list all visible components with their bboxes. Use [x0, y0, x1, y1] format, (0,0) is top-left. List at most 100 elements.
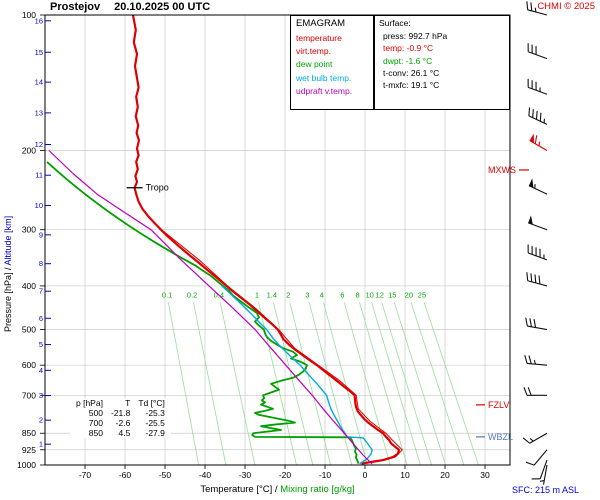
legend-item-virt-temp: virt.temp.: [296, 46, 331, 57]
copyright-label: CHMI © 2025: [537, 1, 595, 12]
wind-barb-pennant: [528, 215, 533, 225]
mixing-ratio-line: [371, 302, 421, 466]
level-temp: -2.6: [115, 418, 131, 428]
mixing-ratio-label: 20: [405, 290, 413, 299]
wind-barb-feather: [522, 437, 531, 444]
legend-box: EMAGRAM temperature virt.temp. dew point…: [290, 15, 374, 110]
table-row: 700 -2.6 -25.5: [72, 418, 169, 428]
y-axis-label-pressure: Pressure [hPa]: [3, 272, 13, 332]
levels-header-dewpoint: Td [°C]: [138, 398, 165, 408]
mixing-ratio-label: 3: [305, 290, 309, 299]
station-name: Prostejov: [50, 1, 101, 13]
mixing-ratio-line: [289, 302, 332, 466]
temperature-tick-label: -10: [319, 470, 332, 480]
temperature-tick-label: -20: [279, 470, 292, 480]
legend-item-updraft: udpraft v.temp.: [296, 85, 353, 96]
pressure-tick-label: 850: [22, 428, 36, 438]
wind-barb-half-feather: [539, 480, 545, 482]
wind-barb-feather: [535, 110, 538, 120]
mixing-ratio-label: 15: [388, 290, 396, 299]
altitude-tick-label: 10: [35, 201, 43, 210]
altitude-tick-label: 11: [35, 171, 43, 180]
wind-barb-feather: [523, 387, 528, 396]
pressure-tick-label: 700: [22, 390, 36, 400]
temperature-tick-label: 10: [400, 470, 410, 480]
wind-barb-feather: [525, 317, 528, 327]
mixing-ratio-label: 0.1: [162, 290, 172, 299]
legend-item-temperature: temperature: [296, 33, 342, 43]
mixing-ratio-label: 8: [355, 290, 359, 299]
mixing-ratio-label: 10: [365, 290, 373, 299]
pressure-tick-label: 200: [22, 145, 36, 155]
mixing-ratio-line: [410, 302, 465, 466]
sounding-datetime: 20.10.2025 00 UTC: [114, 1, 211, 13]
wind-barb-feather: [538, 275, 541, 285]
pressure-tick-label: 925: [22, 445, 36, 455]
pressure-tick-label: 1000: [17, 460, 36, 470]
mixing-ratio-line: [359, 302, 408, 466]
mixing-ratio-label: 12: [376, 290, 384, 299]
wind-barb-staff: [527, 280, 548, 287]
altitude-tick-label: 3: [39, 391, 43, 400]
mixing-ratio-line: [381, 302, 432, 466]
altitude-tick-label: 7: [39, 287, 43, 296]
wind-barb-feather: [525, 461, 535, 466]
altitude-tick-label: 8: [39, 259, 43, 268]
level-temp: 4.5: [118, 428, 131, 438]
wind-barb-feather: [526, 272, 529, 281]
surface-info-box: Surface: press: 992.7 hPa temp: -0.9 °C …: [374, 15, 510, 110]
wind-barb-staff: [528, 51, 548, 60]
pressure-tick-label: 500: [22, 325, 36, 335]
level-dewpoint: -27.9: [145, 428, 165, 438]
wind-barb-pennant: [529, 133, 535, 143]
surface-t-conv: t-conv: 26.1 °C: [383, 67, 440, 78]
max-wind-label: MXWS: [488, 165, 516, 175]
mixing-ratio-label: 1.4: [267, 290, 277, 299]
temperature-tick-label: 30: [480, 470, 490, 480]
altitude-tick-label: 15: [35, 48, 43, 57]
curve-wet-bulb: [221, 285, 373, 465]
wind-barb-feather: [528, 107, 531, 116]
mixing-ratio-line: [219, 302, 256, 466]
mixing-ratio-line: [273, 302, 314, 466]
pressure-tick-label: 300: [22, 225, 36, 235]
wind-barb-staff: [542, 464, 548, 485]
level-pressure: 700: [88, 418, 103, 428]
mixing-ratio-label: 0.2: [187, 290, 197, 299]
pressure-tick-label: 400: [22, 281, 36, 291]
altitude-tick-label: 5: [39, 340, 43, 349]
surface-title: Surface:: [379, 18, 411, 28]
wet-bulb-zero-label: WBZL: [488, 432, 513, 442]
temperature-tick-label: -30: [239, 470, 252, 480]
wind-barb-staff: [533, 449, 548, 466]
temperature-tick-label: -70: [79, 470, 92, 480]
wind-barb-feather: [534, 274, 537, 283]
y-axis-label-separator: /: [3, 265, 13, 273]
wind-barb-feather: [539, 112, 542, 122]
temperature-tick-label: 0: [363, 470, 368, 480]
wind-barb-feather: [533, 319, 537, 328]
temperature-tick-label: 20: [440, 470, 450, 480]
altitude-tick-label: 4: [39, 366, 43, 375]
wind-barb-feather: [532, 109, 534, 118]
wind-barb-feather: [528, 355, 532, 364]
mixing-ratio-label: 2: [286, 290, 290, 299]
table-row: 500 -21.8 -25.3: [72, 408, 169, 418]
wind-barb-feather: [534, 135, 538, 144]
y-axis-label-altitude: Altitude [km]: [3, 215, 13, 266]
level-temp: -21.8: [110, 408, 131, 418]
curve-temperature: [131, 14, 401, 465]
y-axis-label: Pressure [hPa] / Altitude [km]: [3, 216, 13, 332]
legend-item-dew-point: dew point: [296, 59, 333, 70]
surface-temperature: temp: -0.9 °C: [383, 43, 434, 54]
temperature-tick-label: -60: [119, 470, 132, 480]
wind-barb-pennant: [528, 178, 534, 188]
altitude-tick-label: 6: [39, 314, 43, 323]
wind-barb-half-feather: [529, 437, 534, 442]
mixing-ratio-label: 1: [255, 290, 259, 299]
wind-barb-feather: [530, 273, 533, 282]
mixing-ratio-label: 25: [418, 290, 426, 299]
altitude-tick-label: 12: [35, 140, 43, 149]
curve-virt-temp: [161, 229, 403, 465]
mixing-ratio-line: [343, 302, 391, 466]
